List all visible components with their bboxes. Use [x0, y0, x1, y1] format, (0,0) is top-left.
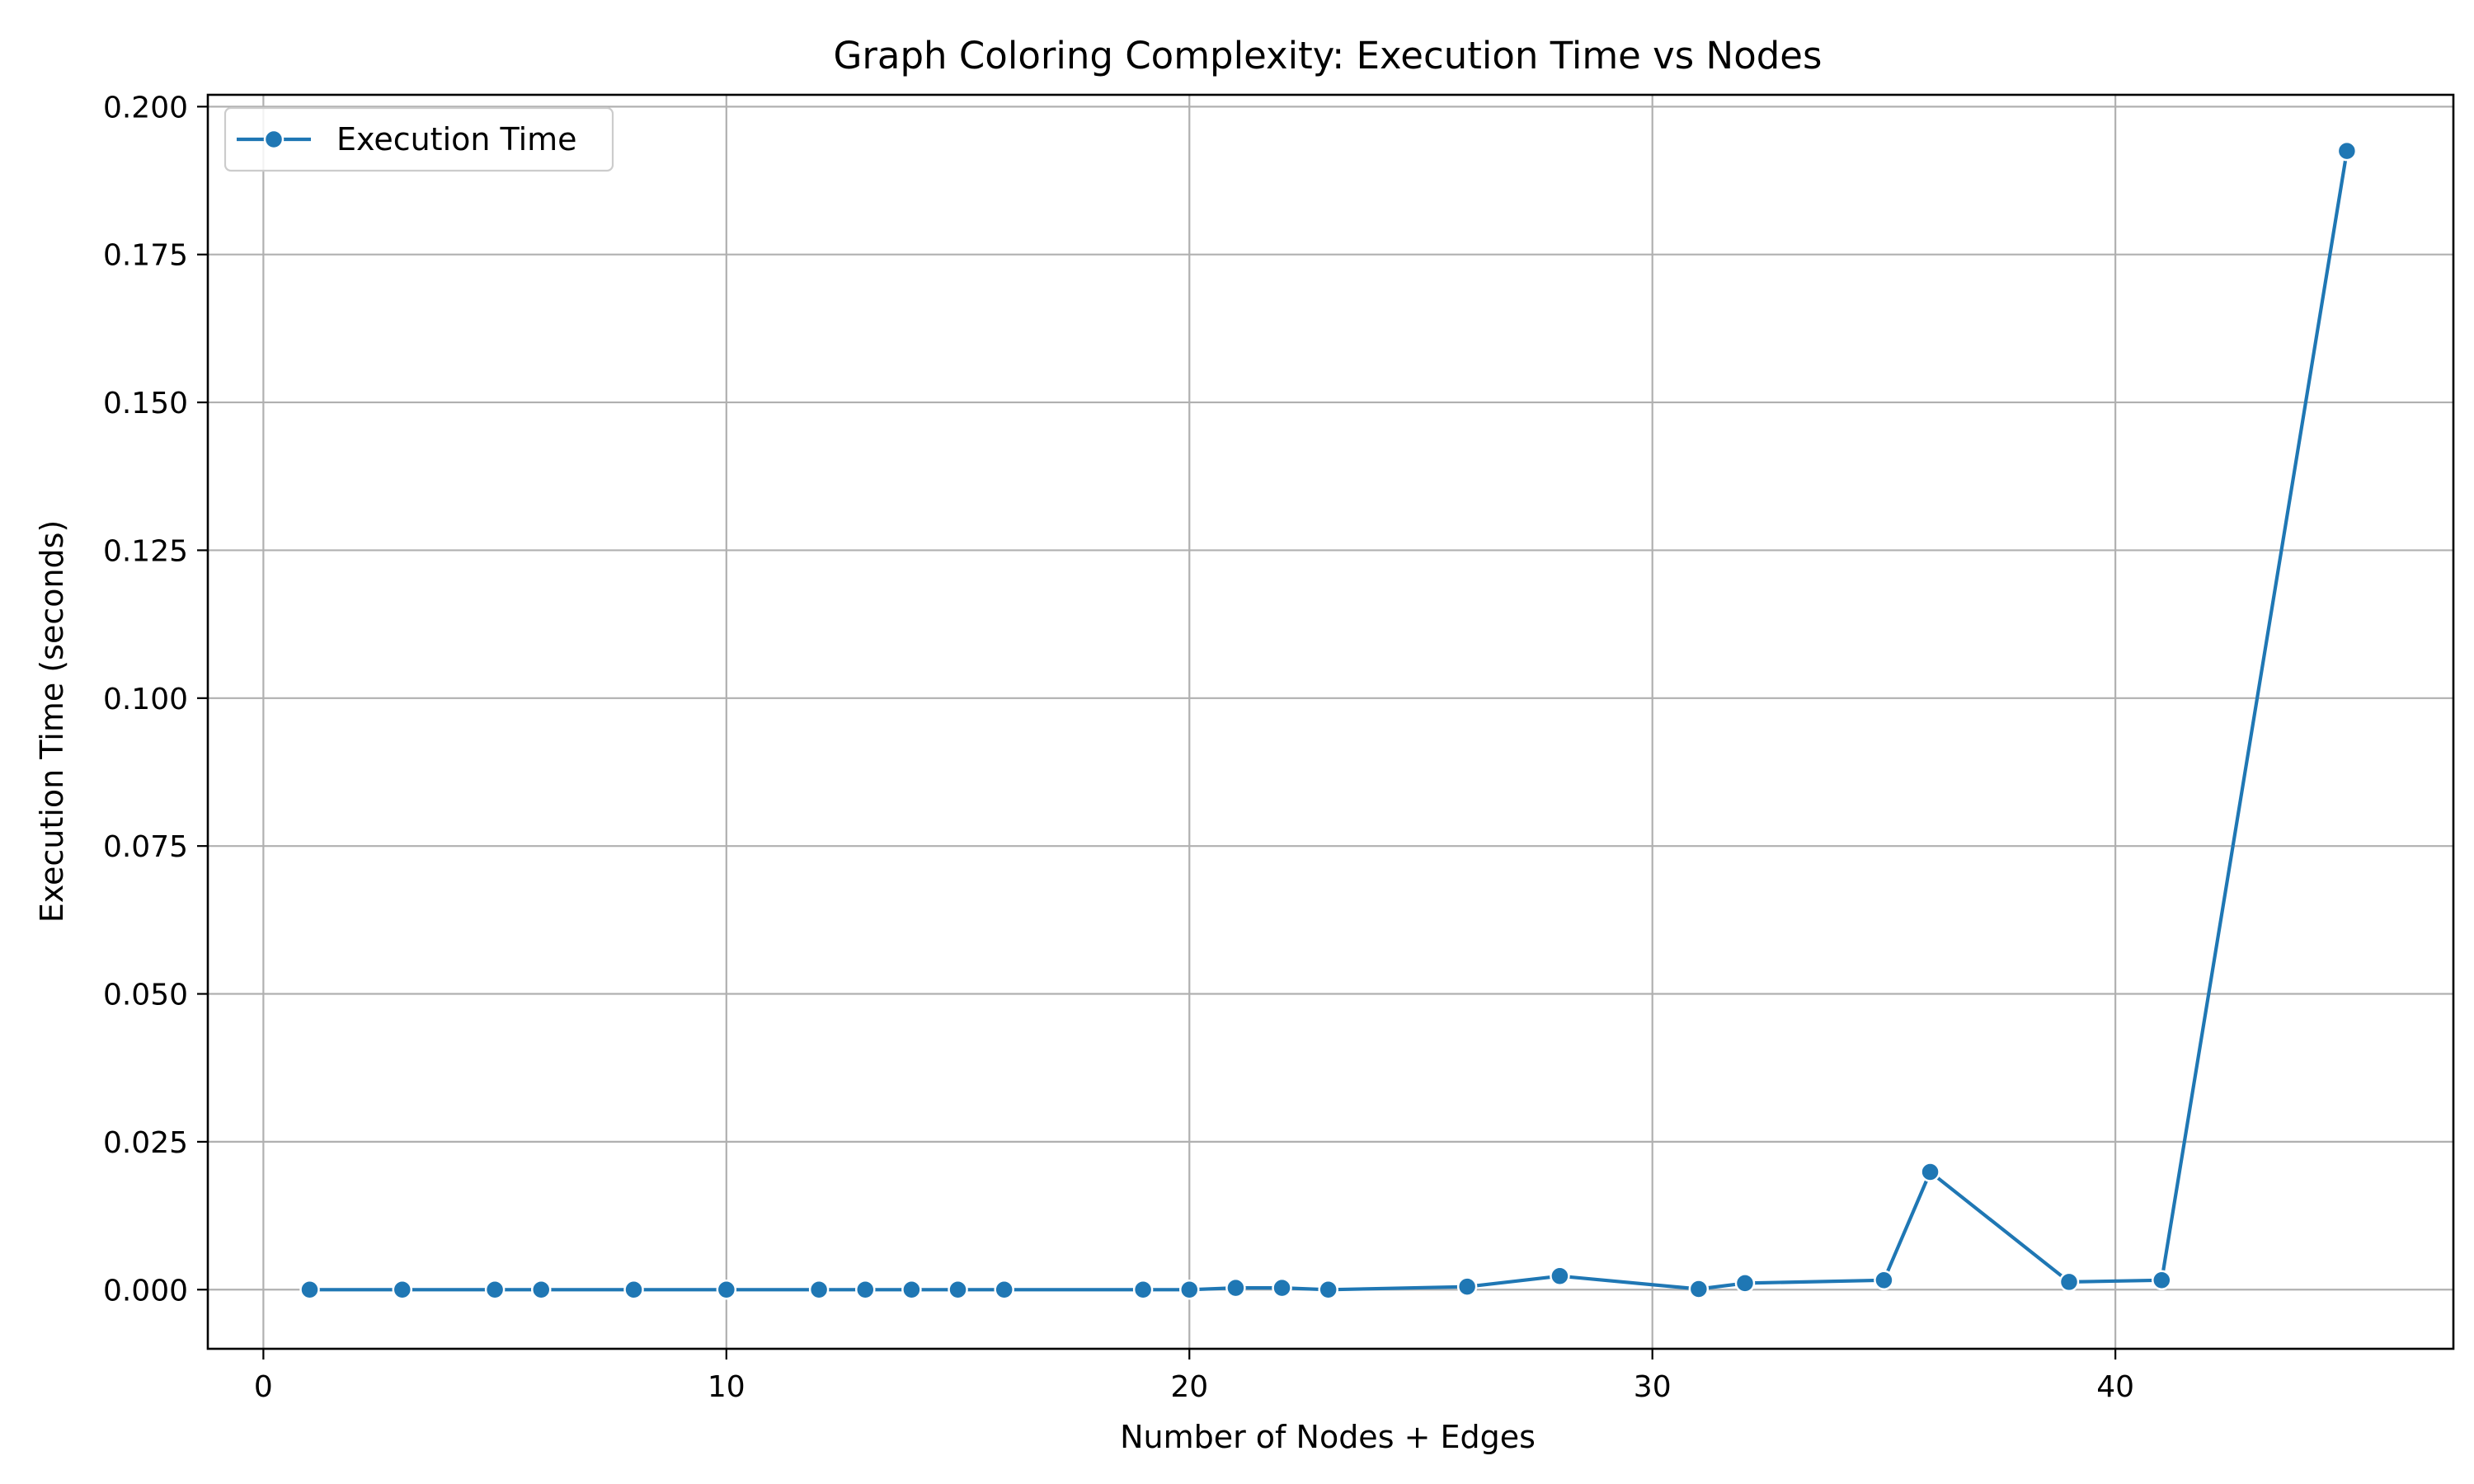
legend: Execution Time [223, 106, 614, 172]
chart-title: Graph Coloring Complexity: Execution Tim… [834, 34, 1823, 77]
data-point [392, 1280, 413, 1300]
data-point [530, 1280, 552, 1300]
x-tick-label: 20 [1170, 1370, 1208, 1404]
data-point [2152, 1270, 2172, 1291]
y-tick-label: 0.050 [103, 979, 188, 1012]
x-tick-label: 0 [254, 1370, 273, 1404]
y-tick-label: 0.150 [103, 387, 188, 420]
data-point [1920, 1162, 1940, 1182]
y-tick-label: 0.000 [103, 1274, 188, 1308]
data-point [1132, 1280, 1154, 1300]
data-point [1874, 1270, 1894, 1291]
series-layer [299, 140, 2358, 1300]
y-tick-label: 0.125 [103, 534, 188, 568]
data-point [1225, 1277, 1246, 1298]
y-tick-label: 0.175 [103, 239, 188, 273]
axis-ticks: 0 10 20 30 40 0.000 0.025 0.050 0.075 0.100 0.125 0… [103, 91, 2134, 1404]
data-point [1734, 1273, 1756, 1294]
y-tick-label: 0.100 [103, 683, 188, 716]
data-point [1272, 1277, 1292, 1298]
data-point [1456, 1276, 1478, 1297]
legend-entry-execution-time: Execution Time [336, 121, 577, 157]
data-point [484, 1280, 506, 1300]
data-point [299, 1280, 320, 1300]
data-point [948, 1280, 968, 1300]
data-point [1179, 1280, 1200, 1300]
legend-marker-icon [263, 129, 285, 150]
data-point [2058, 1271, 2080, 1293]
y-tick-label: 0.025 [103, 1126, 188, 1160]
data-point [1688, 1279, 1710, 1299]
y-axis-label: Execution Time (seconds) [34, 520, 70, 923]
x-tick-label: 30 [1634, 1370, 1672, 1404]
data-point [808, 1280, 830, 1300]
data-point [994, 1280, 1014, 1300]
data-point [716, 1280, 737, 1300]
data-point [1318, 1280, 1338, 1300]
x-tick-label: 40 [2096, 1370, 2134, 1404]
x-axis-label: Number of Nodes + Edges [1120, 1419, 1536, 1455]
data-point [623, 1280, 644, 1300]
y-tick-label: 0.200 [103, 91, 188, 124]
data-point [1550, 1266, 1570, 1287]
legend-box [223, 106, 614, 172]
data-point [854, 1280, 876, 1300]
data-point [2336, 140, 2358, 162]
y-tick-label: 0.075 [103, 830, 188, 864]
data-point [901, 1280, 922, 1300]
x-tick-label: 10 [708, 1370, 745, 1404]
plot-area-frame [206, 93, 2455, 1350]
